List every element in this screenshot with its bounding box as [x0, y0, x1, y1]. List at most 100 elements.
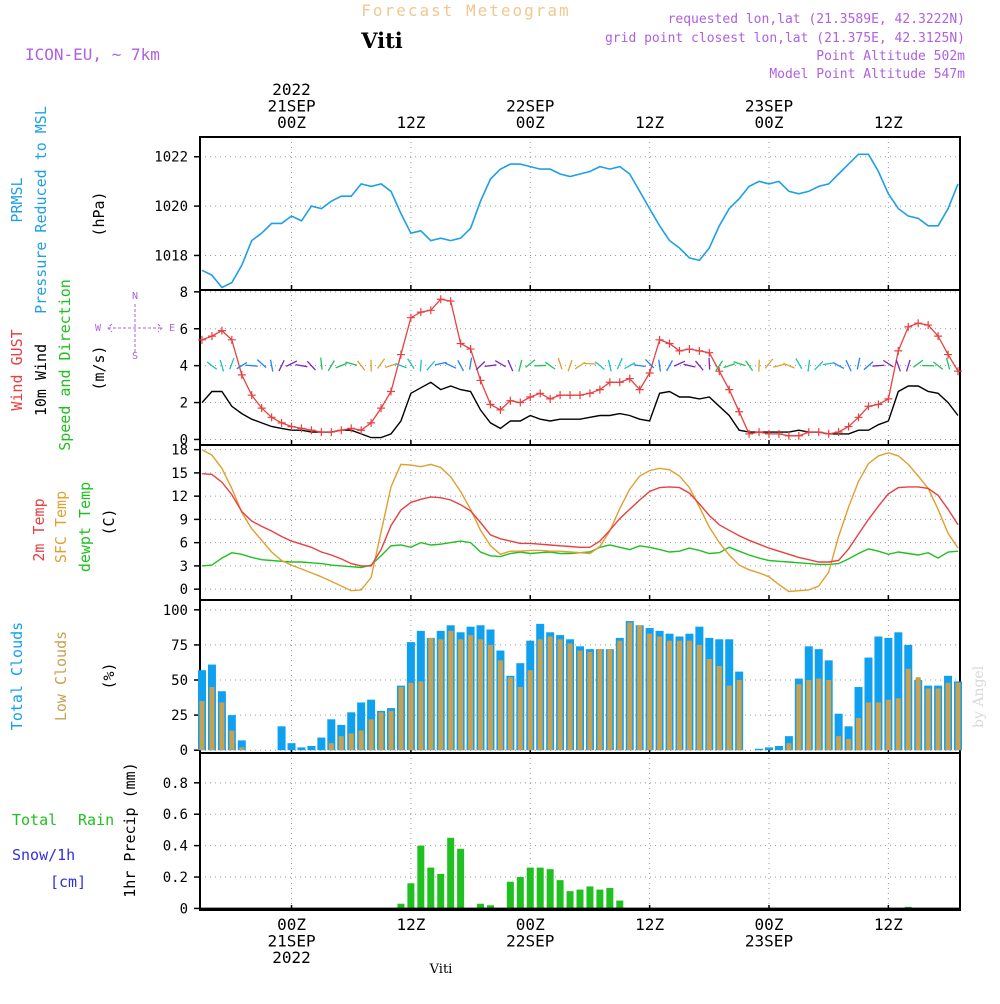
gust-marker — [725, 386, 733, 394]
low-clouds-bar — [359, 731, 364, 751]
wind-direction-arrow — [696, 361, 704, 370]
time-bottom-label: 12Z — [874, 915, 903, 934]
compass-west: W — [95, 323, 102, 334]
wind-direction-arrow — [568, 360, 572, 371]
label-hpa: (hPa) — [90, 191, 108, 236]
rain-bar — [527, 868, 534, 909]
low-clouds-bar — [607, 649, 612, 750]
rain-bar — [407, 883, 414, 908]
header: Forecast Meteogram Viti ICON-EU, ~ 7km r… — [25, 1, 987, 977]
low-clouds-bar — [468, 635, 473, 750]
wind-direction-arrow — [808, 360, 809, 372]
gust-marker — [795, 432, 803, 440]
time-top-label: 12Z — [874, 113, 903, 132]
low-clouds-bar — [548, 636, 553, 750]
low-clouds-bar — [578, 651, 583, 751]
requested-coords: requested lon,lat (21.3589E, 42.3222N) — [668, 12, 965, 27]
wind-direction-arrow — [307, 361, 315, 370]
label-pressure-msl: Pressure Reduced to MSL — [32, 106, 50, 314]
wind-direction-arrow — [420, 360, 421, 372]
gust-marker — [486, 400, 494, 408]
low-clouds-bar — [856, 718, 861, 750]
low-clouds-bar — [926, 688, 931, 750]
time-top-label: 12Z — [635, 113, 664, 132]
gust-marker — [646, 369, 654, 377]
wind-direction-arrow — [667, 360, 673, 370]
gust-marker — [586, 389, 594, 397]
low-clouds-bar — [428, 638, 433, 750]
rain-bar — [586, 886, 593, 908]
wind-direction-arrow — [659, 360, 661, 372]
gust-marker — [815, 428, 823, 436]
low-clouds-bar — [657, 636, 662, 750]
gust-marker — [417, 308, 425, 316]
low-clouds-bar — [418, 681, 423, 750]
gust-marker — [884, 395, 892, 403]
time-top-label: 00Z — [516, 113, 545, 132]
wind-direction-arrow — [458, 360, 464, 371]
y-tick-label: 3 — [180, 559, 188, 575]
wind-direction-arrow — [445, 363, 456, 368]
pressure-line — [202, 154, 958, 287]
gust-marker — [576, 391, 584, 399]
wind-direction-arrow — [896, 360, 900, 371]
wind-direction-arrow — [624, 363, 634, 369]
y-tick-label: 0 — [180, 582, 188, 598]
label-total-clouds: Total Clouds — [8, 622, 26, 730]
rain-bar — [557, 880, 564, 908]
label-10m-wind: 10m Wind — [32, 344, 50, 416]
low-clouds-bar — [956, 683, 961, 750]
low-clouds-bar — [229, 731, 234, 751]
label-2m-temp: 2m Temp — [30, 498, 48, 561]
y-tick-label: 6 — [180, 536, 188, 552]
low-clouds-bar — [478, 639, 483, 750]
y-tick-label: 9 — [180, 512, 188, 528]
low-clouds-bar — [518, 687, 523, 750]
wind-direction-arrow — [558, 358, 562, 369]
y-tick-label: 4 — [180, 359, 188, 375]
low-clouds-bar — [528, 670, 533, 750]
gust-marker — [765, 430, 773, 438]
low-clouds-bar — [617, 641, 622, 750]
footer-location: Viti — [429, 962, 453, 977]
label-celsius: (C) — [100, 508, 118, 535]
low-clouds-bar — [707, 659, 712, 750]
compass-arrows — [108, 304, 162, 352]
gust-marker — [785, 432, 793, 440]
panel-frame — [200, 137, 960, 290]
total-clouds-bar — [288, 743, 296, 750]
low-clouds-bar — [389, 711, 394, 750]
low-clouds-bar — [379, 712, 384, 750]
wind-direction-arrow — [526, 360, 535, 368]
time-bottom-label: 2022 — [272, 948, 311, 967]
rain-bar — [457, 849, 464, 909]
time-bottom-label: 23SEP — [745, 932, 793, 951]
y-tick-label: 75 — [171, 638, 188, 654]
y-tick-label: 18 — [171, 443, 188, 459]
gust-marker — [874, 400, 882, 408]
gust-marker — [377, 404, 385, 412]
rain-bar — [447, 838, 454, 909]
low-clouds-bar — [488, 645, 493, 750]
low-clouds-bar — [637, 625, 642, 750]
low-clouds-bar — [946, 683, 951, 750]
label-wind-gust: Wind GUST — [8, 329, 26, 410]
label-low-clouds: Low Clouds — [52, 631, 70, 721]
low-clouds-bar — [876, 702, 881, 750]
total-clouds-bar — [297, 747, 305, 750]
low-clouds-bar — [697, 645, 702, 750]
wind-direction-arrow — [470, 358, 472, 370]
wind-direction-arrow — [746, 361, 753, 371]
wind-direction-arrow — [279, 360, 284, 371]
wind-direction-arrow — [257, 360, 266, 368]
rain-bar — [437, 874, 444, 909]
low-clouds-bar — [896, 698, 901, 750]
low-clouds-bar — [846, 739, 851, 750]
time-bottom-label: 12Z — [396, 915, 425, 934]
gust-marker — [397, 351, 405, 359]
low-clouds-bar — [329, 743, 334, 750]
y-tick-label: 8 — [180, 285, 188, 301]
wind-direction-arrow — [378, 359, 385, 369]
gust-marker — [317, 428, 325, 436]
